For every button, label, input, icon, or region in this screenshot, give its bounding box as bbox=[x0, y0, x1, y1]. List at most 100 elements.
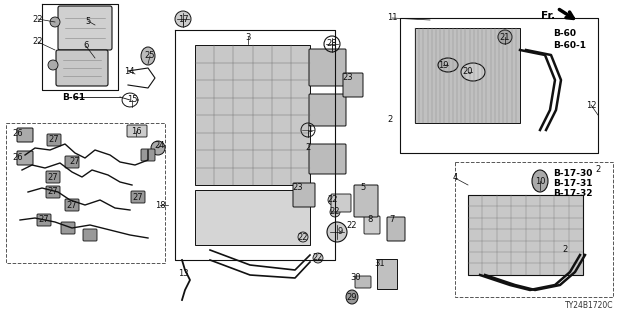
Circle shape bbox=[328, 195, 338, 205]
FancyBboxPatch shape bbox=[131, 191, 145, 203]
Text: B-17-30: B-17-30 bbox=[553, 170, 593, 179]
Text: 2: 2 bbox=[563, 245, 568, 254]
FancyBboxPatch shape bbox=[141, 149, 155, 161]
FancyBboxPatch shape bbox=[354, 185, 378, 217]
Ellipse shape bbox=[438, 58, 458, 72]
Text: B-60-1: B-60-1 bbox=[553, 41, 586, 50]
Text: 22: 22 bbox=[33, 14, 44, 23]
Text: B-17-31: B-17-31 bbox=[553, 180, 593, 188]
Text: 22: 22 bbox=[313, 253, 323, 262]
Text: B-60: B-60 bbox=[553, 29, 576, 38]
Text: 6: 6 bbox=[83, 42, 89, 51]
Text: 8: 8 bbox=[367, 215, 372, 225]
FancyBboxPatch shape bbox=[364, 216, 380, 234]
Circle shape bbox=[330, 207, 340, 217]
Text: 22: 22 bbox=[330, 207, 340, 217]
Text: 14: 14 bbox=[124, 67, 134, 76]
Circle shape bbox=[498, 30, 512, 44]
Circle shape bbox=[50, 17, 60, 27]
Text: 23: 23 bbox=[292, 183, 303, 193]
FancyBboxPatch shape bbox=[309, 144, 346, 174]
Bar bbox=[468, 195, 583, 275]
FancyBboxPatch shape bbox=[17, 128, 33, 142]
FancyBboxPatch shape bbox=[355, 276, 371, 288]
Text: 21: 21 bbox=[500, 33, 510, 42]
Text: 22: 22 bbox=[328, 196, 339, 204]
Bar bbox=[415, 28, 520, 123]
FancyBboxPatch shape bbox=[56, 50, 108, 86]
Text: 22: 22 bbox=[347, 220, 357, 229]
FancyBboxPatch shape bbox=[309, 49, 346, 86]
Text: 18: 18 bbox=[155, 201, 165, 210]
Bar bbox=[400, 18, 598, 153]
Text: 16: 16 bbox=[131, 126, 141, 135]
FancyBboxPatch shape bbox=[377, 259, 397, 289]
Text: 17: 17 bbox=[178, 14, 188, 23]
Text: 24: 24 bbox=[155, 141, 165, 150]
Text: 30: 30 bbox=[351, 274, 362, 283]
FancyBboxPatch shape bbox=[343, 73, 363, 97]
Circle shape bbox=[327, 222, 347, 242]
Text: 27: 27 bbox=[132, 193, 143, 202]
Ellipse shape bbox=[141, 47, 155, 65]
Text: 5: 5 bbox=[85, 17, 91, 26]
Text: 27: 27 bbox=[48, 172, 58, 181]
Circle shape bbox=[175, 11, 191, 27]
Circle shape bbox=[313, 253, 323, 263]
Text: 12: 12 bbox=[586, 100, 596, 109]
FancyBboxPatch shape bbox=[37, 214, 51, 226]
Text: 20: 20 bbox=[463, 68, 473, 76]
Text: 28: 28 bbox=[326, 39, 337, 49]
Text: 31: 31 bbox=[374, 259, 385, 268]
FancyBboxPatch shape bbox=[17, 151, 33, 165]
Text: 2: 2 bbox=[305, 143, 310, 153]
Ellipse shape bbox=[461, 63, 485, 81]
FancyBboxPatch shape bbox=[58, 6, 112, 50]
Ellipse shape bbox=[532, 170, 548, 192]
Circle shape bbox=[151, 141, 165, 155]
Text: 26: 26 bbox=[13, 153, 23, 162]
Text: 27: 27 bbox=[49, 135, 60, 145]
Text: 2: 2 bbox=[595, 165, 600, 174]
Text: 2: 2 bbox=[387, 116, 392, 124]
Text: B-61: B-61 bbox=[62, 92, 85, 101]
Text: 15: 15 bbox=[127, 95, 137, 105]
Text: 26: 26 bbox=[13, 130, 23, 139]
Circle shape bbox=[298, 232, 308, 242]
Text: 11: 11 bbox=[387, 13, 397, 22]
Text: 27: 27 bbox=[48, 188, 58, 196]
Text: 23: 23 bbox=[342, 74, 353, 83]
Text: 27: 27 bbox=[67, 201, 77, 210]
Text: TY24B1720C: TY24B1720C bbox=[564, 301, 613, 310]
Text: 1: 1 bbox=[307, 125, 312, 134]
FancyBboxPatch shape bbox=[61, 222, 75, 234]
FancyBboxPatch shape bbox=[309, 94, 346, 126]
FancyBboxPatch shape bbox=[127, 125, 147, 137]
Text: 29: 29 bbox=[347, 292, 357, 301]
Bar bbox=[6, 123, 165, 263]
Text: 22: 22 bbox=[298, 233, 308, 242]
Text: 7: 7 bbox=[389, 215, 395, 225]
Bar bbox=[400, 18, 598, 153]
Text: Fr.: Fr. bbox=[541, 11, 555, 21]
Text: 10: 10 bbox=[535, 177, 545, 186]
FancyBboxPatch shape bbox=[331, 194, 351, 212]
FancyBboxPatch shape bbox=[293, 183, 315, 207]
Text: 9: 9 bbox=[337, 228, 342, 236]
FancyBboxPatch shape bbox=[65, 156, 79, 168]
Bar bbox=[195, 190, 310, 245]
FancyBboxPatch shape bbox=[83, 229, 97, 241]
Text: 27: 27 bbox=[38, 215, 49, 225]
FancyBboxPatch shape bbox=[65, 199, 79, 211]
Text: 4: 4 bbox=[452, 173, 458, 182]
FancyBboxPatch shape bbox=[46, 186, 60, 198]
Text: 13: 13 bbox=[178, 268, 188, 277]
Ellipse shape bbox=[346, 290, 358, 304]
Bar bbox=[195, 45, 310, 185]
Text: 3: 3 bbox=[245, 33, 251, 42]
Text: 25: 25 bbox=[145, 52, 156, 60]
Text: 5: 5 bbox=[360, 183, 365, 193]
Text: 22: 22 bbox=[33, 37, 44, 46]
Text: B-17-32: B-17-32 bbox=[553, 189, 593, 198]
FancyBboxPatch shape bbox=[47, 134, 61, 146]
